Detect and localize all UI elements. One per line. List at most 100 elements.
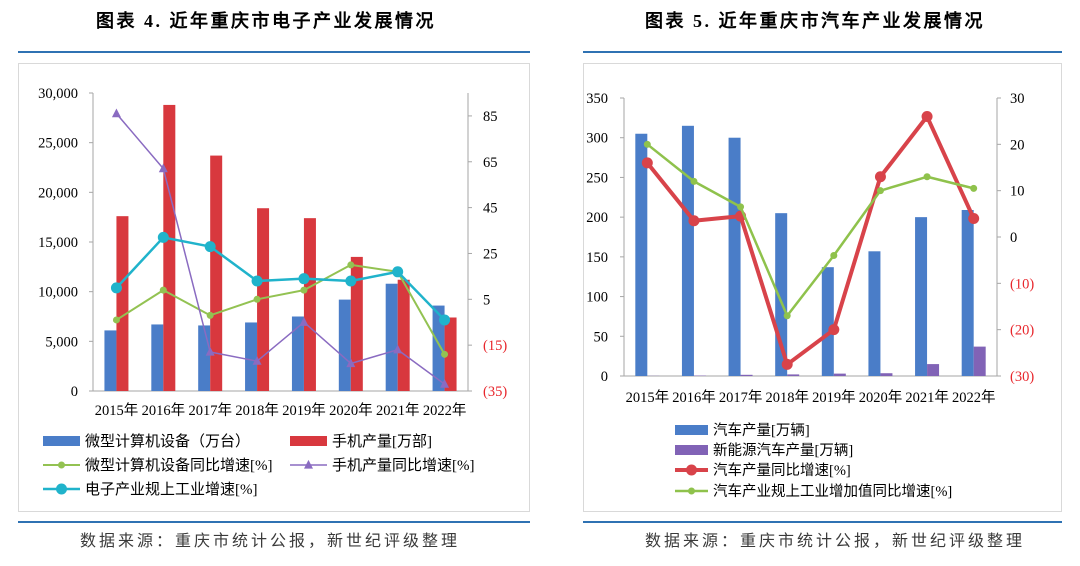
legend-marker [56,483,67,495]
x-tick-label: 2016年 [672,389,716,406]
right-y-tick-label: (30) [1010,369,1034,385]
legend-label: 微型计算机设备（万台） [85,432,250,450]
data-point [110,282,122,294]
x-tick-label: 2016年 [142,402,186,419]
right-y-tick-label: 10 [1010,184,1025,200]
legend: 汽车产量[万辆] 新能源汽车产量[万辆] 汽车产量同比增速[%] 汽车产业规上工业增加… [675,422,952,500]
bar [833,373,846,376]
bar [291,316,304,391]
legend-item: 汽车产业规上工业增加值同比增速[%] [675,483,952,500]
data-point [206,311,214,319]
legend-swatch [675,445,708,455]
data-point [111,108,121,118]
figure-4-top-rule [18,51,530,53]
data-point [643,140,651,148]
line-series-4 [110,231,451,326]
x-tick-label: 2018年 [235,402,279,419]
figure-5-bottom-rule [583,521,1062,523]
legend-item: 汽车产量[万辆] [675,422,810,439]
right-y-tick-label: 25 [483,246,498,262]
bar [198,325,211,391]
left-y-tick-label: 5,000 [45,334,78,350]
data-point [737,203,745,211]
data-point [205,346,215,356]
series-line [646,143,975,318]
legend-label: 微型计算机设备同比增速[%] [85,456,273,474]
right-y-tick-label: 20 [1010,137,1025,153]
bar [303,218,316,391]
x-tick-label: 2021年 [376,402,420,419]
series-line [645,114,976,367]
data-point [299,317,309,326]
left-y-tick-label: 15,000 [38,235,78,251]
data-point [641,157,653,169]
bar [245,322,258,391]
axes: 0 50 100 150 200 250 300 350 (30) (20) (10) 0 10 20 30… [586,91,1034,406]
data-point [439,314,451,326]
data-point [204,241,216,253]
data-point [253,295,261,303]
bar-series-0 [104,283,445,391]
bar [635,133,648,376]
data-point [251,275,263,287]
legend-marker [686,464,697,476]
left-y-tick-label: 250 [586,170,608,186]
data-point [970,184,978,192]
data-point [440,378,450,388]
data-point [923,173,931,181]
left-y-tick-label: 10,000 [38,285,78,301]
bar [350,256,363,391]
bar [338,299,351,391]
legend: 微型计算机设备（万台） 手机产量[万部] 微型计算机设备同比增速[%] 手机产量同比增… [43,432,475,498]
legend-label: 手机产量[万部] [332,433,432,450]
left-y-tick-label: 100 [586,290,608,306]
figure-5-source-note: 数据来源：重庆市统计公报，新世纪评级整理 [644,531,1025,550]
legend-item: 微型计算机设备（万台） [43,432,250,450]
data-point [159,286,167,294]
series-line [115,112,446,385]
legend-label: 电子产业规上工业增速[%] [85,481,258,498]
left-y-tick-label: 50 [594,329,609,345]
bar-series-0 [635,125,974,376]
right-y-tick-label: (15) [483,338,507,354]
bar [681,125,694,376]
figure-5-title: 图表 5. 近年重庆市汽车产业发展情况 [645,11,985,31]
right-y-tick-label: 45 [483,201,498,217]
data-point [828,324,840,336]
legend-swatch [43,436,80,446]
left-y-tick-label: 30,000 [38,86,78,102]
bar [927,364,940,376]
line-series-3 [643,140,978,320]
bar-series-1 [647,346,986,376]
bar [915,217,928,376]
bar [385,283,398,391]
legend-label: 手机产量同比增速[%] [332,457,475,474]
data-point [158,163,168,173]
legend-swatch [675,425,708,435]
right-y-tick-label: (10) [1010,276,1034,292]
x-tick-label: 2017年 [719,389,763,406]
data-point [781,358,793,370]
right-y-tick-label: 30 [1010,91,1025,107]
legend-marker [58,461,65,469]
right-y-tick-label: 5 [483,292,490,308]
bar [151,324,164,391]
data-point [393,344,403,354]
data-point [346,358,356,368]
x-tick-label: 2022年 [952,389,996,406]
figure-5-top-rule [583,51,1062,53]
left-y-tick-label: 350 [586,91,608,107]
right-y-tick-label: 65 [483,155,498,171]
legend-marker [304,459,313,469]
bar [740,374,753,376]
data-point [298,273,310,285]
electronics-chart-frame [18,63,530,512]
legend-label: 汽车产业规上工业增加值同比增速[%] [713,483,952,500]
bar [973,346,986,376]
x-tick-label: 2020年 [859,389,903,406]
left-y-tick-label: 0 [71,384,78,400]
bar [104,330,117,391]
data-point [347,261,355,269]
series-line [115,263,446,356]
left-y-tick-label: 150 [586,250,608,266]
